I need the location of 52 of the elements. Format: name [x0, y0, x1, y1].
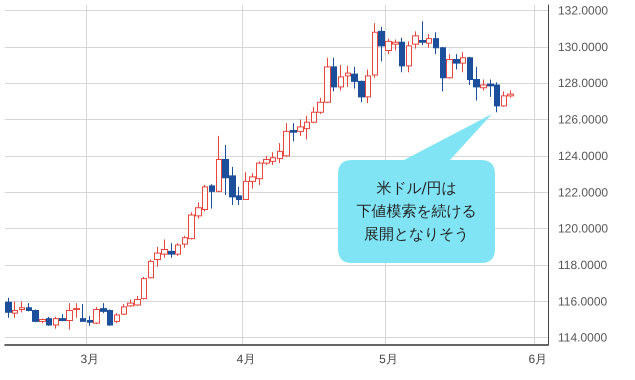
- candlestick: [419, 20, 426, 46]
- candlestick: [121, 304, 127, 316]
- candlestick: [46, 316, 52, 326]
- candlestick: [453, 54, 460, 70]
- candlestick: [114, 312, 120, 324]
- annotation: 下値模索を続ける: [356, 200, 476, 222]
- candlestick: [345, 65, 351, 88]
- speech-bubble: 米ドル/円は 下値模索を続ける 展開となりそう: [338, 112, 498, 264]
- y-tick-label: 120.0000: [558, 222, 608, 236]
- x-tick-label: 6月: [528, 352, 548, 366]
- candlestick: [406, 40, 412, 73]
- y-tick-label: 126.0000: [558, 112, 608, 127]
- candlestick: [412, 30, 419, 50]
- x-tick-label: 4月: [236, 352, 256, 366]
- candlestick: [209, 184, 215, 210]
- y-tick-label: 122.0000: [558, 185, 608, 200]
- y-tick-label: 118.0000: [558, 258, 608, 272]
- candlestick: [378, 26, 385, 62]
- candlestick: [331, 57, 337, 92]
- y-tick-label: 116.0000: [558, 294, 608, 308]
- x-tick-label: 5月: [379, 352, 398, 366]
- y-tick-label: 132.0000: [558, 3, 608, 18]
- candlestick: [399, 37, 405, 73]
- candlestick: [12, 300, 18, 318]
- candlestick: [216, 135, 222, 193]
- candlestick: [175, 242, 181, 256]
- y-tick-label: 130.0000: [558, 40, 608, 54]
- x-tick-label: 3月: [80, 352, 100, 366]
- y-tick-label: 128.0000: [558, 76, 608, 90]
- annotation: 展開となりそう: [364, 224, 469, 246]
- candlestick: [460, 52, 466, 73]
- candlestick: [446, 54, 453, 80]
- candlestick: [372, 22, 378, 78]
- candlestick: [365, 69, 371, 104]
- candlestick: [338, 64, 344, 91]
- candlestick: [39, 318, 46, 324]
- candlestick: [5, 297, 12, 318]
- candlestick: [290, 122, 297, 142]
- candlestick: [53, 316, 59, 330]
- candlestick: [93, 306, 100, 325]
- y-tick-label: 114.0000: [558, 330, 608, 345]
- candlestick: [168, 242, 175, 258]
- candlestick: [66, 302, 73, 330]
- candlestick: [480, 79, 487, 91]
- y-tick-label: 124.0000: [558, 148, 608, 163]
- annotation: 米ドル/円は: [376, 178, 457, 199]
- candlestick: [19, 300, 25, 313]
- candlestick: [426, 34, 432, 48]
- candlestick: [73, 302, 80, 318]
- candlestick: [141, 276, 147, 300]
- candlestick: [59, 314, 66, 322]
- candlestick: [148, 259, 154, 280]
